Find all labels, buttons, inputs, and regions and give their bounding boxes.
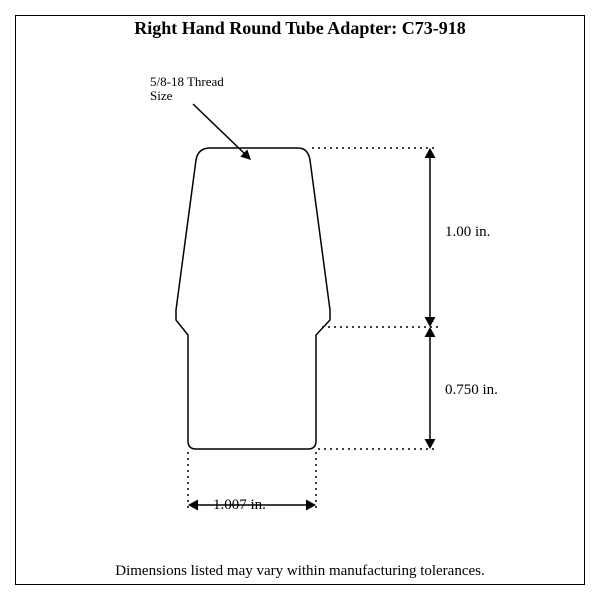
page: Right Hand Round Tube Adapter: C73-918 5… [0,0,600,600]
technical-drawing [0,0,600,600]
dimension-width: 1.007 in. [213,497,266,514]
dimension-lower-height: 0.750 in. [445,382,498,399]
tolerance-note: Dimensions listed may vary within manufa… [0,563,600,580]
dimension-upper-height: 1.00 in. [445,224,490,241]
